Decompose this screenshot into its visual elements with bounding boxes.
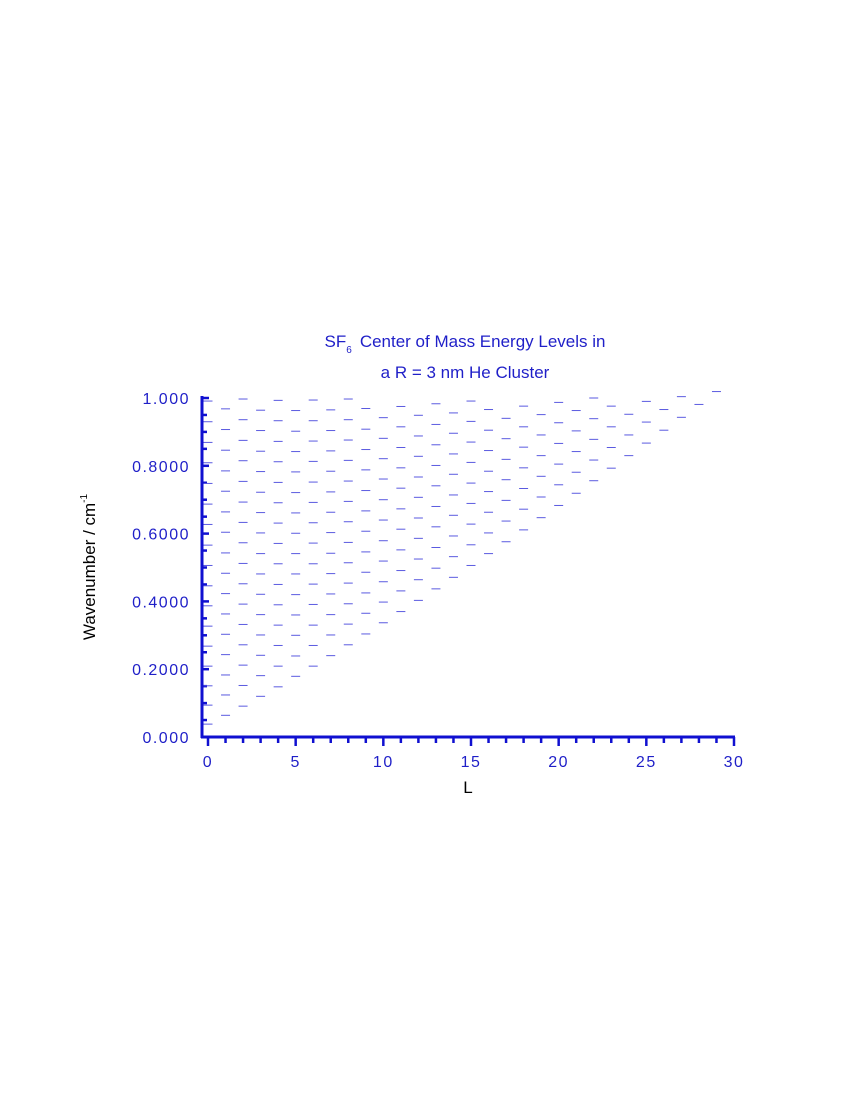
energy-levels [203,391,721,725]
y-axis-label: Wavenumber / cm-1 [79,493,99,640]
x-tick-label: 5 [290,754,300,771]
axis-tick-labels: 0 5 10 15 20 25 30 0.000 0.2000 0.4000 0.6000 0.800… [132,391,745,771]
chart-title-line2: a R = 3 nm He Cluster [381,363,550,382]
x-tick-label: 10 [373,754,394,771]
y-tick-label: 1.000 [142,391,190,408]
title-subscript: 6 [346,345,352,356]
title-rest: Center of Mass Energy Levels in [360,332,606,351]
y-tick-label: 0.8000 [132,459,190,476]
x-tick-label: 25 [636,754,657,771]
x-tick-label: 15 [461,754,482,771]
x-tick-label: 30 [724,754,745,771]
y-tick-label: 0.000 [142,730,190,747]
y-axis-label-main: Wavenumber / cm [80,503,99,640]
x-axis-label: L [463,778,472,797]
chart-title-line1: SF6 Center of Mass Energy Levels in [325,332,606,356]
axis-ticks [202,396,736,746]
y-tick-label: 0.2000 [132,662,190,679]
title-species: SF [325,332,347,351]
x-tick-label: 0 [203,754,213,771]
y-tick-label: 0.6000 [132,527,190,544]
y-axis-label-superscript: -1 [79,493,90,502]
x-tick-label: 20 [548,754,569,771]
y-tick-label: 0.4000 [132,594,190,611]
